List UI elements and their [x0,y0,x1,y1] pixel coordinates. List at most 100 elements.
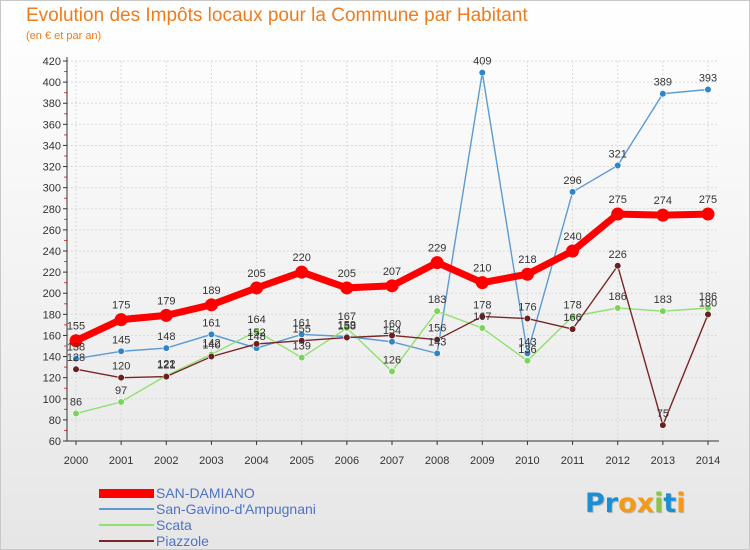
series-point [430,256,444,270]
data-label: 152 [247,327,265,339]
series-point [252,327,261,335]
series-point [614,161,622,170]
data-label: 148 [247,331,265,343]
series-point [159,308,173,322]
chart-subtitle: (en € et par an) [26,30,102,42]
grid [67,60,719,442]
series-point [298,337,306,345]
series-point [433,307,441,315]
data-label: 148 [157,331,175,343]
series-point [343,324,351,332]
y-tick-label: 360 [43,119,61,131]
series-point [343,333,351,342]
data-labels: 155 175 179 189 205 220 205 207 229 210 218 240 275 2… [67,56,717,421]
x-tick-label: 2001 [109,455,133,467]
data-label: 145 [112,334,130,346]
data-label: 207 [383,266,401,278]
series-point [69,334,83,348]
data-label: 143 [428,336,446,348]
y-tick-label: 140 [43,352,61,364]
series-point [207,330,216,338]
x-tick-label: 2000 [64,455,88,467]
series-point [659,421,667,429]
data-label: 75 [657,408,669,420]
x-tick-label: 2003 [199,455,223,467]
x-tick-label: 2012 [605,455,629,467]
data-label: 128 [67,352,85,364]
series-point [207,352,216,361]
data-label: 136 [518,344,536,356]
y-tick-label: 400 [43,77,61,89]
axes: 60 80 100 120 140 160 180 200 220 240 260 280 300 320… [43,56,721,467]
legend-swatch-line [99,488,154,498]
series-point [252,340,261,348]
series-lines [69,69,715,429]
y-tick-label: 300 [43,183,61,195]
legend-swatch-san-damiano [99,485,154,501]
data-label: 180 [699,297,717,309]
data-label: 126 [383,354,401,366]
data-label: 160 [383,318,401,330]
series-point [478,312,486,321]
series-point [250,281,264,295]
legend-label-san-gavino: San-Gavino-d'Ampugnani [156,501,316,517]
data-label: 122 [157,359,175,371]
data-label: 205 [247,268,265,280]
data-label: 154 [383,325,401,337]
y-tick-label: 240 [43,246,61,258]
y-tick-label: 200 [43,288,61,300]
series-point [614,304,622,312]
data-label: 296 [563,175,581,187]
data-label: 205 [338,268,356,280]
data-label: 210 [473,263,491,275]
data-label: 183 [428,294,446,306]
x-tick-label: 2006 [335,455,359,467]
y-tick-label: 180 [43,309,61,321]
legend-label-san-damiano: SAN-DAMIANO [156,485,255,501]
data-label: 176 [518,302,536,314]
data-label: 97 [115,385,127,397]
series-point [388,367,396,375]
series-san-damiano [69,207,715,348]
data-label: 321 [609,149,627,161]
series-point [659,90,667,98]
data-label: 409 [473,56,491,68]
legend-swatch-line [99,524,154,526]
data-label: 389 [654,77,672,89]
x-tick-label: 2013 [651,455,675,467]
data-label: 275 [609,194,627,206]
data-label: 229 [428,243,446,255]
data-label: 226 [609,249,627,261]
legend-swatch-line [99,508,154,510]
data-label: 143 [518,336,536,348]
series-san-gavino-d-ampugnani [72,69,712,363]
legend-label-piazzole: Piazzole [156,533,209,549]
legend-swatch-san-gavino [99,501,154,517]
series-point [388,338,396,346]
data-label: 140 [202,340,220,352]
series-point [298,354,306,362]
series-piazzole [72,262,712,429]
series-point [568,188,577,196]
series-point [433,336,441,344]
series-point [614,262,622,270]
y-tick-label: 260 [43,225,61,237]
series-point [117,374,125,382]
series-point [204,298,218,312]
legend-swatch-line [99,540,154,542]
x-tick-label: 2011 [561,455,585,467]
x-tick-label: 2010 [515,455,539,467]
series-point [117,398,125,406]
series-point [478,69,486,77]
data-label: 155 [67,321,85,333]
y-tick-label: 120 [43,373,61,385]
series-point [72,409,80,418]
data-label: 142 [202,337,220,349]
x-tick-label: 2014 [696,455,720,467]
data-label: 158 [338,321,356,333]
data-label: 274 [654,195,672,207]
series-point [566,244,580,258]
series-point [568,325,577,333]
series-point [72,355,80,363]
